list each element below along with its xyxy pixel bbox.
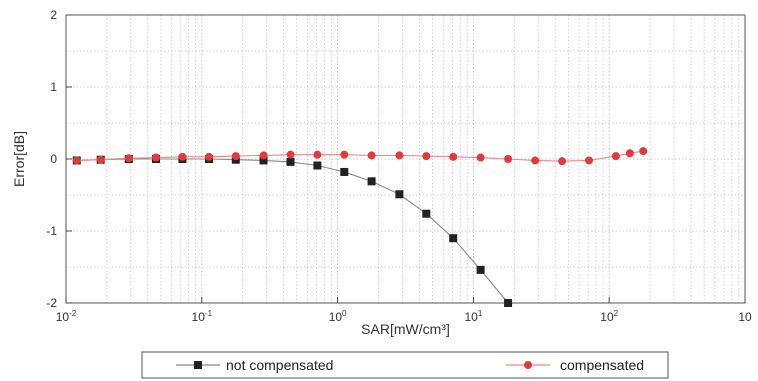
y-tick-label: 2 [50,8,57,22]
data-point [585,156,594,165]
data-point [313,150,322,159]
data-point [286,150,295,159]
y-axis-title: Error[dB] [11,131,27,187]
legend-box [141,351,669,379]
data-point [395,190,404,199]
x-tick-label: 100 [329,309,347,324]
data-point [504,155,513,163]
data-point [231,152,240,161]
x-tick-label: 10 [738,310,752,324]
data-point [152,153,161,162]
data-point [504,299,513,307]
y-tick-label: 0 [50,152,57,166]
data-point [611,152,620,161]
series-1 [72,147,648,166]
data-point [476,153,485,162]
series-layer [72,147,648,307]
data-point [259,156,268,165]
x-tick-label: 10-1 [192,309,213,324]
data-point [531,156,540,165]
data-point [367,177,376,186]
data-point [449,234,458,243]
legend-marker-not-compensated [194,361,202,369]
legend: not compensated compensated [141,351,669,379]
y-tick-label: 1 [50,80,57,94]
data-point [313,161,322,170]
data-point [476,265,485,274]
legend-label-not-compensated: not compensated [226,357,333,373]
data-point [422,152,431,161]
data-point [558,157,567,166]
data-point [205,152,214,161]
data-point [96,155,105,164]
data-point [422,209,431,218]
y-tick-label: -2 [46,296,57,310]
data-point [286,157,295,166]
x-tick-label: 101 [464,309,482,324]
data-point [124,154,133,163]
data-point [367,151,376,160]
data-point [625,149,634,158]
legend-label-compensated: compensated [560,357,644,373]
data-point [449,152,458,161]
x-tick-label: 10-2 [56,309,77,324]
x-axis-title: SAR[mW/cm³] [361,321,450,337]
data-point [340,150,349,159]
data-point [340,167,349,176]
y-tick-label: -1 [46,224,57,238]
data-point [178,152,187,161]
data-point [639,147,648,156]
data-point [259,151,268,160]
x-tick-label: 102 [600,309,618,324]
data-point [72,156,81,165]
legend-marker-compensated [524,361,532,369]
data-point [395,151,404,160]
